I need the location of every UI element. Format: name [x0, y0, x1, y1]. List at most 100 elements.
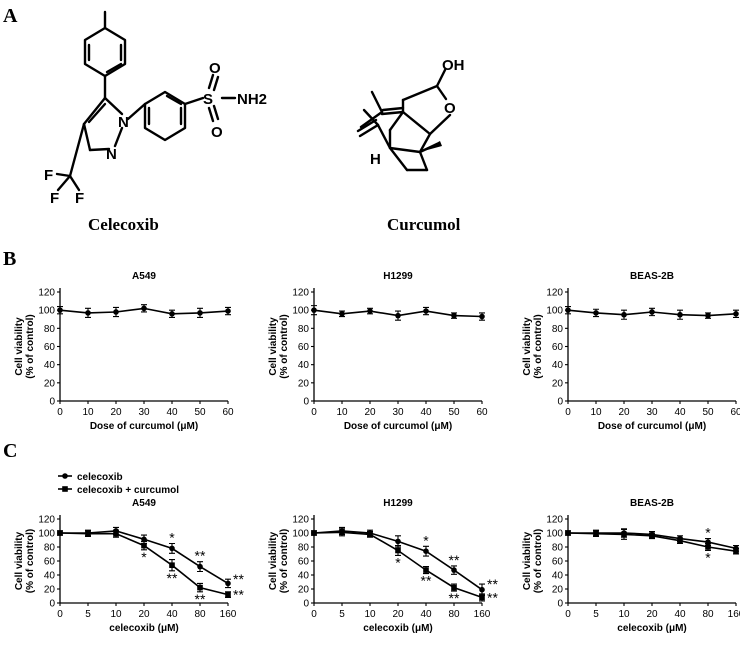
- y-tick-label: 120: [546, 288, 563, 299]
- x-tick-label: 160: [474, 609, 491, 620]
- y-tick-label: 0: [49, 599, 55, 610]
- wedge-bond: [420, 141, 442, 152]
- data-point: [479, 586, 485, 593]
- y-tick-label: 20: [552, 378, 564, 389]
- data-point: [649, 309, 655, 315]
- data-point: [621, 531, 627, 538]
- data-point: [677, 537, 683, 544]
- data-point: [677, 311, 683, 318]
- y-tick-label: 40: [44, 360, 56, 371]
- panel-label-c: C: [3, 440, 17, 462]
- y-tick-label: 40: [44, 571, 56, 582]
- x-tick-label: 30: [138, 407, 150, 418]
- y-axis-label: Cell viability(% of control): [14, 314, 36, 378]
- panel-label-a: A: [3, 5, 18, 27]
- x-tick-label: 5: [85, 609, 91, 620]
- data-point: [733, 311, 739, 317]
- y-tick-label: 20: [298, 378, 310, 389]
- y-tick-label: 100: [546, 529, 563, 540]
- y-axis-label-line: (% of control): [25, 529, 36, 593]
- data-point: [225, 580, 231, 587]
- y-tick-label: 40: [298, 360, 310, 371]
- data-point: [197, 584, 203, 591]
- x-axis-label: Dose of curcumol (μM): [90, 421, 198, 432]
- significance-marker: *: [395, 554, 401, 570]
- x-tick-label: 40: [420, 609, 432, 620]
- x-tick-label: 0: [57, 609, 63, 620]
- data-point: [479, 594, 485, 601]
- y-tick-label: 80: [298, 543, 310, 554]
- y-axis-label-line: Cell viability: [522, 531, 533, 590]
- series-celecoxib-curcumol: ***** **: [311, 528, 498, 606]
- data-point: [705, 312, 711, 319]
- data-point: [593, 310, 599, 316]
- data-point: [451, 584, 457, 591]
- y-axis-label-line: Cell viability: [522, 317, 533, 376]
- x-tick-label: 0: [311, 609, 317, 620]
- legend-marker-square: [62, 486, 68, 492]
- legend-label-combination: celecoxib + curcumol: [77, 485, 179, 496]
- x-tick-label: 80: [448, 609, 460, 620]
- significance-marker: **: [195, 591, 206, 607]
- x-tick-label: 20: [110, 407, 122, 418]
- chart-2: 0 20 40 60 80 100 120 0 10 20 30 40 50 60 H1299 Dose of…: [268, 271, 488, 432]
- y-tick-label: 20: [552, 585, 564, 596]
- data-point: [621, 311, 627, 318]
- x-tick-label: 80: [702, 609, 714, 620]
- data-point: [169, 562, 175, 568]
- legend-label-celecoxib: celecoxib: [77, 472, 123, 483]
- atom-n2: N: [106, 146, 117, 163]
- y-tick-label: 100: [38, 306, 55, 317]
- data-point: [733, 548, 739, 554]
- atom-nh2: NH2: [237, 91, 267, 108]
- data-point: [395, 312, 401, 319]
- data-point: [367, 531, 373, 538]
- data-point: [339, 311, 345, 317]
- data-point: [565, 530, 571, 536]
- y-tick-label: 20: [44, 378, 56, 389]
- significance-marker: **: [421, 573, 432, 589]
- x-tick-label: 0: [57, 407, 63, 418]
- atom-f2: F: [50, 190, 59, 207]
- y-tick-label: 120: [38, 515, 55, 526]
- significance-marker: *: [705, 550, 711, 566]
- y-tick-label: 80: [552, 324, 564, 335]
- series-celecoxib-curcumol: **: [565, 528, 739, 566]
- x-axis-label: celecoxib (μM): [363, 623, 432, 634]
- data-point: [225, 591, 231, 598]
- data-point: [565, 307, 571, 313]
- y-axis-label-line: (% of control): [279, 314, 290, 378]
- data-point: [423, 308, 429, 314]
- x-tick-label: 0: [565, 609, 571, 620]
- series-celecoxib-curcumol: ***** **: [57, 529, 244, 607]
- y-tick-label: 60: [298, 342, 310, 353]
- data-point: [197, 563, 203, 570]
- atom-o-ring: O: [444, 100, 456, 117]
- series-1: [565, 305, 739, 320]
- data-point: [395, 538, 401, 545]
- data-point: [225, 308, 231, 314]
- x-tick-label: 50: [702, 407, 714, 418]
- chart-title: H1299: [383, 271, 413, 282]
- chart-6: 0 20 40 60 80 100 120 0 5 10 20 40 80 160 BEAS-2B celec…: [522, 498, 740, 634]
- chart-5: 0 20 40 60 80 100 120 0 5 10 20 40 80 160 H1299 celecox…: [268, 498, 498, 634]
- celecoxib-name: Celecoxib: [88, 215, 159, 234]
- significance-marker: *: [423, 532, 429, 548]
- atom-h: H: [370, 151, 381, 168]
- y-axis-label: Cell viability(% of control): [268, 529, 290, 593]
- y-tick-label: 0: [303, 397, 309, 408]
- data-point: [169, 545, 175, 552]
- data-point: [367, 308, 373, 314]
- y-tick-label: 40: [298, 571, 310, 582]
- x-axis-label: Dose of curcumol (μM): [598, 421, 706, 432]
- significance-marker: **: [449, 590, 460, 606]
- y-tick-label: 40: [552, 571, 564, 582]
- data-point: [451, 312, 457, 319]
- x-tick-label: 10: [590, 407, 602, 418]
- y-tick-label: 80: [44, 543, 56, 554]
- series-1: [57, 304, 231, 318]
- x-tick-label: 10: [82, 407, 94, 418]
- y-axis-label: Cell viability(% of control): [268, 314, 290, 378]
